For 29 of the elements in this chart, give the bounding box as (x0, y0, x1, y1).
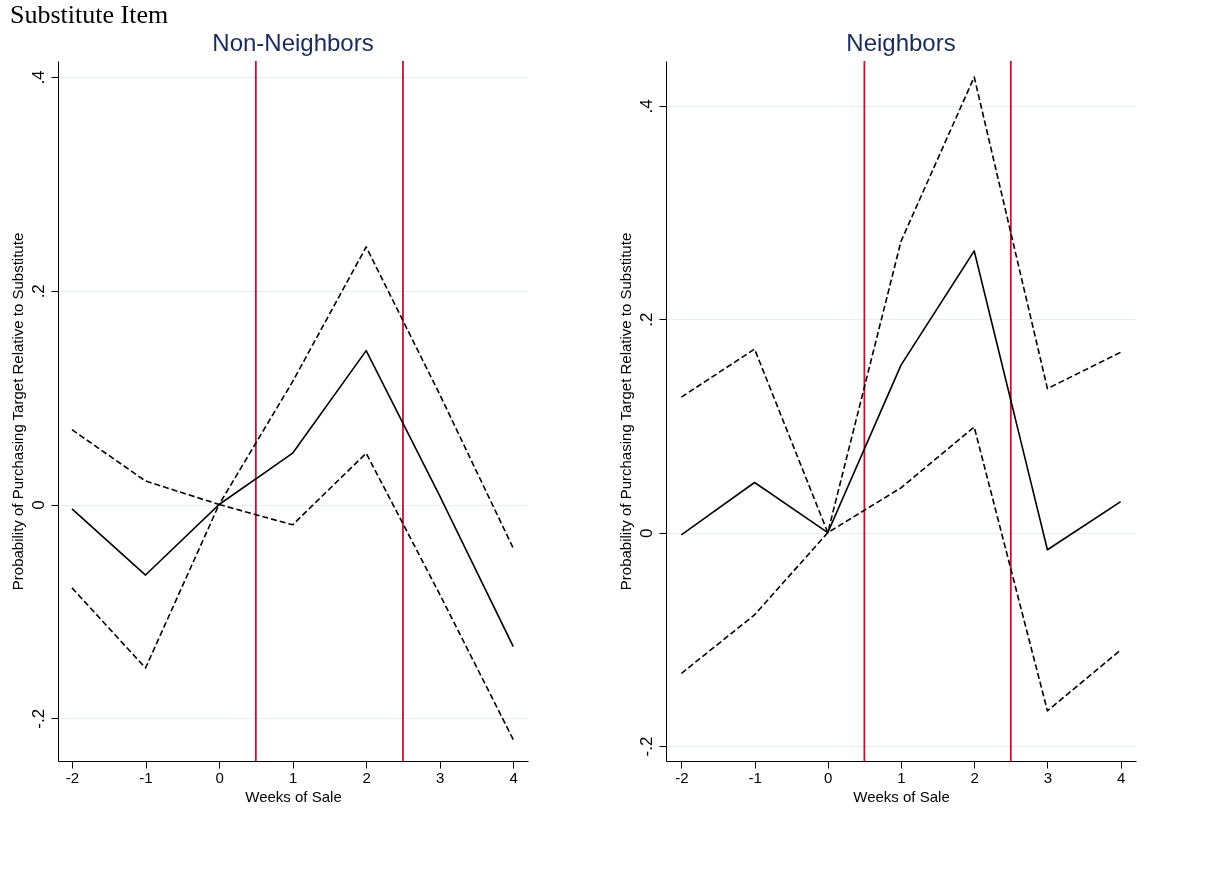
y-tick-label: .2 (636, 312, 656, 327)
y-tick-label: .4 (636, 99, 656, 114)
x-tick-label: 2 (970, 768, 979, 786)
y-tick-label: -.2 (28, 708, 48, 729)
y-tick-label: -.2 (636, 736, 656, 757)
x-axis-title: Weeks of Sale (245, 787, 342, 805)
y-axis-title: Probability of Purchasing Target Relative to Substitute (8, 232, 26, 591)
chart-subtitle: Non-Neighbors (212, 29, 374, 57)
x-tick-label: -2 (65, 768, 80, 786)
x-tick-label: 2 (362, 768, 371, 786)
x-tick-label: -1 (139, 768, 153, 786)
x-tick-label: -2 (675, 768, 689, 786)
x-tick-label: 3 (436, 768, 445, 786)
y-tick-label: 0 (28, 500, 48, 510)
y-tick-label: 0 (636, 528, 656, 538)
x-tick-label: 1 (897, 768, 906, 786)
x-tick-label: 3 (1043, 768, 1053, 786)
y-tick-label: .2 (28, 284, 48, 299)
y-axis-title: Probability of Purchasing Target Relative to Substitute (616, 232, 634, 591)
x-tick-label: 4 (509, 768, 518, 786)
x-tick-label: 1 (288, 768, 298, 786)
chart-subtitle: Neighbors (846, 29, 956, 57)
x-tick-label: 0 (215, 768, 224, 786)
x-tick-label: 0 (824, 768, 833, 786)
y-tick-label: .4 (28, 70, 48, 85)
x-axis-title: Weeks of Sale (853, 787, 950, 805)
chart-title: Substitute Item (10, 0, 169, 30)
x-tick-label: -1 (748, 768, 762, 786)
x-tick-label: 4 (1116, 768, 1126, 786)
